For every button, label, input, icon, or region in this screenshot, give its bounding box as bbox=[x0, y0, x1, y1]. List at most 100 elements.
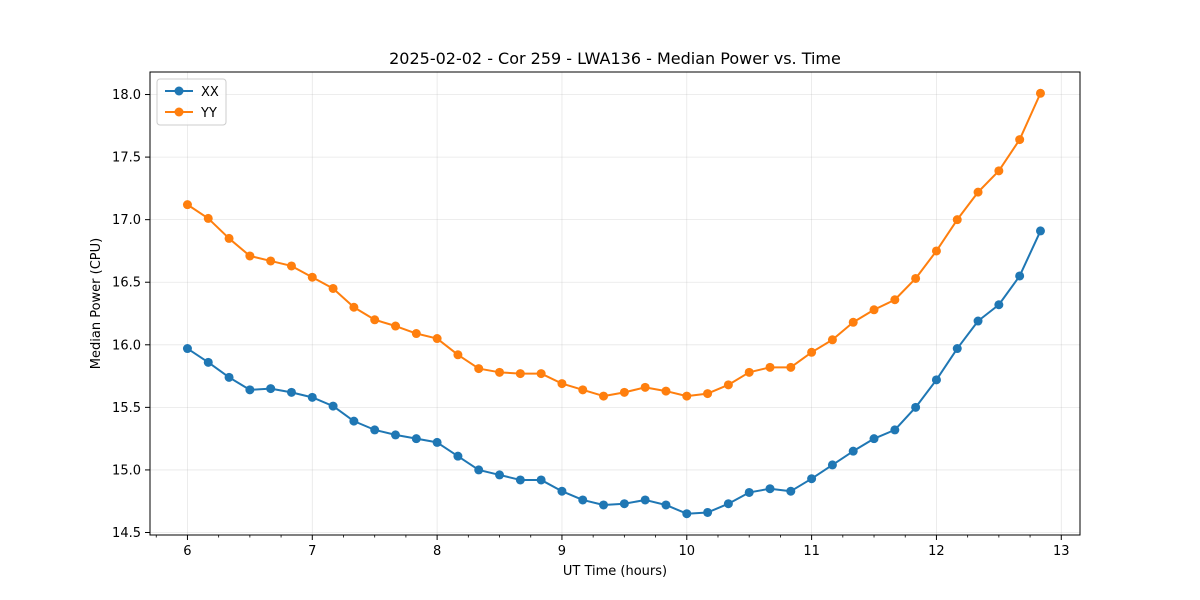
data-point-xx bbox=[765, 484, 775, 494]
data-point-yy bbox=[203, 213, 213, 223]
data-point-yy bbox=[1015, 135, 1025, 145]
data-point-xx bbox=[307, 392, 317, 402]
legend: XX YY bbox=[156, 78, 227, 126]
x-tick-label: 9 bbox=[558, 544, 566, 559]
series-layer bbox=[182, 88, 1045, 519]
data-point-xx bbox=[786, 486, 796, 496]
data-point-yy bbox=[703, 389, 713, 399]
data-point-xx bbox=[453, 451, 463, 461]
data-point-yy bbox=[307, 272, 317, 282]
x-axis-label: UT Time (hours) bbox=[563, 564, 667, 579]
data-point-xx bbox=[432, 437, 442, 447]
data-point-xx bbox=[827, 460, 837, 470]
data-point-yy bbox=[869, 305, 879, 315]
axis-ticks: 6 7 8 9 10 11 12 13 14.5 15.0 15.5 16.0 16.5 17.0 17.5… bbox=[112, 88, 1070, 559]
x-tick-label: 7 bbox=[308, 544, 316, 559]
data-point-xx bbox=[599, 500, 609, 510]
data-point-yy bbox=[224, 233, 234, 243]
x-tick-label: 12 bbox=[928, 544, 945, 559]
data-point-yy bbox=[578, 385, 588, 395]
data-point-yy bbox=[911, 273, 921, 283]
data-point-xx bbox=[703, 507, 713, 517]
data-point-yy bbox=[599, 391, 609, 401]
data-point-yy bbox=[182, 200, 192, 210]
legend-label-yy: YY bbox=[200, 106, 217, 121]
data-point-xx bbox=[391, 430, 401, 440]
data-point-yy bbox=[723, 380, 733, 390]
data-point-xx bbox=[911, 402, 921, 412]
data-point-xx bbox=[515, 475, 525, 485]
y-tick-label: 16.5 bbox=[112, 276, 141, 291]
data-point-yy bbox=[973, 187, 983, 197]
data-point-xx bbox=[224, 372, 234, 382]
data-point-yy bbox=[515, 369, 525, 379]
data-point-xx bbox=[411, 434, 421, 444]
data-point-xx bbox=[557, 486, 567, 496]
data-point-xx bbox=[370, 425, 380, 435]
x-tick-label: 6 bbox=[183, 544, 191, 559]
data-point-yy bbox=[453, 350, 463, 360]
data-point-yy bbox=[682, 391, 692, 401]
data-point-yy bbox=[661, 386, 671, 396]
data-point-xx bbox=[266, 384, 276, 394]
data-point-xx bbox=[848, 446, 858, 456]
data-point-xx bbox=[952, 344, 962, 354]
data-point-xx bbox=[203, 357, 213, 367]
data-point-yy bbox=[391, 321, 401, 331]
y-tick-label: 17.0 bbox=[112, 213, 141, 228]
data-point-xx bbox=[682, 509, 692, 519]
data-point-yy bbox=[807, 347, 817, 357]
data-point-xx bbox=[245, 385, 255, 395]
data-point-xx bbox=[744, 487, 754, 497]
y-tick-label: 18.0 bbox=[112, 88, 141, 103]
data-point-xx bbox=[578, 495, 588, 505]
data-point-yy bbox=[474, 364, 484, 374]
data-point-xx bbox=[495, 470, 505, 480]
data-point-xx bbox=[1015, 271, 1025, 281]
data-point-yy bbox=[370, 315, 380, 325]
data-point-yy bbox=[890, 295, 900, 305]
legend-label-xx: XX bbox=[201, 85, 219, 100]
data-point-yy bbox=[827, 335, 837, 345]
data-point-yy bbox=[349, 302, 359, 312]
y-tick-label: 15.0 bbox=[112, 463, 141, 478]
data-point-xx bbox=[973, 316, 983, 326]
data-point-xx bbox=[640, 495, 650, 505]
x-tick-label: 10 bbox=[679, 544, 696, 559]
x-tick-label: 8 bbox=[433, 544, 441, 559]
data-point-yy bbox=[765, 362, 775, 372]
data-point-xx bbox=[869, 434, 879, 444]
data-point-yy bbox=[411, 329, 421, 339]
data-point-yy bbox=[328, 283, 338, 293]
data-point-yy bbox=[848, 317, 858, 327]
data-point-yy bbox=[432, 334, 442, 344]
y-tick-label: 14.5 bbox=[112, 526, 141, 541]
data-point-xx bbox=[661, 500, 671, 510]
y-axis-label: Median Power (CPU) bbox=[89, 238, 104, 369]
data-point-xx bbox=[328, 401, 338, 411]
data-point-xx bbox=[1035, 226, 1045, 236]
x-tick-label: 13 bbox=[1053, 544, 1070, 559]
data-point-xx bbox=[286, 387, 296, 397]
data-point-xx bbox=[536, 475, 546, 485]
data-point-xx bbox=[890, 425, 900, 435]
x-tick-label: 11 bbox=[803, 544, 820, 559]
data-point-yy bbox=[994, 166, 1004, 176]
grid-lines bbox=[150, 72, 1080, 535]
data-point-yy bbox=[744, 367, 754, 377]
data-point-yy bbox=[495, 367, 505, 377]
data-point-xx bbox=[619, 499, 629, 509]
data-point-xx bbox=[931, 375, 941, 385]
y-tick-label: 16.0 bbox=[112, 338, 141, 353]
data-point-yy bbox=[640, 382, 650, 392]
plot-frame bbox=[149, 71, 1081, 536]
legend-marker-xx bbox=[174, 86, 184, 96]
data-point-yy bbox=[931, 246, 941, 256]
chart-title: 2025-02-02 - Cor 259 - LWA136 - Median P… bbox=[389, 49, 841, 68]
data-point-yy bbox=[619, 387, 629, 397]
y-tick-label: 17.5 bbox=[112, 151, 141, 166]
data-point-yy bbox=[786, 362, 796, 372]
data-point-yy bbox=[286, 261, 296, 271]
data-point-yy bbox=[266, 256, 276, 266]
